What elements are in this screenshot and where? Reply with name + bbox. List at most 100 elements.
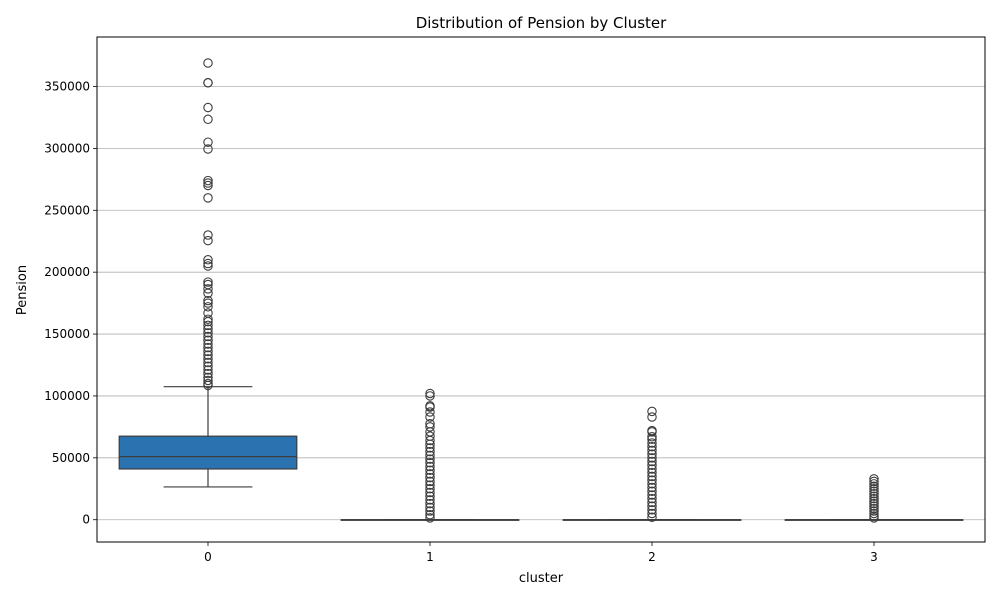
outlier-point xyxy=(425,461,435,472)
outlier-point xyxy=(647,482,657,493)
outlier-point xyxy=(425,402,435,412)
y-tick-label: 350000 xyxy=(44,80,90,94)
outlier-point xyxy=(203,180,213,191)
outlier-point xyxy=(425,435,435,446)
outlier-point xyxy=(647,432,657,442)
box-iqr xyxy=(118,435,298,470)
outlier-point xyxy=(425,495,435,505)
outlier-point xyxy=(203,261,213,271)
outlier-point xyxy=(203,316,213,327)
outlier-point xyxy=(869,488,879,499)
outlier-point xyxy=(203,324,213,334)
outlier-point xyxy=(203,354,213,364)
outlier-point xyxy=(203,58,213,68)
outlier-point xyxy=(647,479,657,489)
outlier-point xyxy=(869,479,879,489)
outlier-point xyxy=(425,454,435,464)
outlier-point xyxy=(647,490,657,500)
outlier-point xyxy=(203,288,213,298)
outlier-point xyxy=(203,375,213,386)
outlier-point xyxy=(425,484,435,494)
outlier-point xyxy=(425,513,435,523)
outlier-point xyxy=(869,503,879,514)
outlier-point xyxy=(425,465,435,475)
outlier-point xyxy=(647,497,657,508)
outlier-point xyxy=(647,475,657,485)
y-tick-label: 50000 xyxy=(52,451,90,465)
outlier-point xyxy=(203,298,213,308)
outlier-point xyxy=(425,510,435,520)
outlier-point xyxy=(203,284,213,294)
outlier-point xyxy=(425,443,435,453)
outlier-point xyxy=(425,422,435,432)
x-tick-label: 0 xyxy=(204,550,212,564)
outlier-point xyxy=(203,365,213,375)
outlier-point xyxy=(203,339,213,349)
outlier-point xyxy=(203,335,213,345)
outlier-point xyxy=(425,480,435,490)
outlier-point xyxy=(869,474,879,484)
outlier-point xyxy=(203,235,213,246)
outlier-point xyxy=(203,255,213,265)
outlier-point xyxy=(425,407,435,417)
outlier-point xyxy=(425,491,435,501)
outlier-point xyxy=(425,498,435,509)
outlier-point xyxy=(425,391,435,401)
x-axis-label: cluster xyxy=(519,571,564,586)
outlier-point xyxy=(647,427,657,437)
y-tick-label: 250000 xyxy=(44,203,90,217)
outlier-point xyxy=(869,506,879,516)
outlier-point xyxy=(647,456,657,467)
outlier-point xyxy=(203,302,213,312)
outlier-point xyxy=(203,144,213,154)
boxes-layer xyxy=(118,58,964,523)
outlier-point xyxy=(647,493,657,504)
outlier-point xyxy=(203,277,213,287)
outlier-point xyxy=(203,361,213,371)
outlier-point xyxy=(203,328,213,338)
outlier-point xyxy=(647,460,657,471)
box-cluster-1 xyxy=(340,388,520,523)
y-axis: 0 50000 100000 150000 200000 250000 300000 3500… xyxy=(44,80,97,527)
outlier-point xyxy=(647,445,657,456)
outlier-point xyxy=(869,498,879,509)
outlier-point xyxy=(869,491,879,501)
outlier-point xyxy=(425,458,435,468)
outlier-point xyxy=(203,368,213,379)
outlier-point xyxy=(647,438,657,448)
outlier-point xyxy=(203,314,213,324)
outlier-point xyxy=(203,178,213,188)
outlier-point xyxy=(869,486,879,497)
outlier-point xyxy=(203,78,213,88)
outlier-point xyxy=(425,476,435,487)
outlier-point xyxy=(203,342,213,353)
outlier-point xyxy=(203,193,213,203)
outlier-point xyxy=(647,406,657,417)
outlier-point xyxy=(203,331,213,342)
outlier-point xyxy=(203,380,213,391)
plot-frame xyxy=(96,36,986,543)
y-tick-label: 300000 xyxy=(44,141,90,155)
outlier-point xyxy=(647,453,657,463)
box-cluster-3 xyxy=(784,474,964,523)
outlier-point xyxy=(425,412,435,422)
outlier-point xyxy=(203,346,213,357)
outlier-point xyxy=(869,496,879,506)
outlier-point xyxy=(203,295,213,306)
y-axis-label: Pension xyxy=(15,265,30,315)
outlier-point xyxy=(425,446,435,457)
outlier-point xyxy=(425,502,435,513)
x-tick-label: 1 xyxy=(426,550,434,564)
y-tick-label: 200000 xyxy=(44,265,90,279)
x-tick-label: 2 xyxy=(648,550,656,564)
outlier-point xyxy=(425,439,435,449)
outlier-point xyxy=(203,320,213,331)
outlier-point xyxy=(647,412,657,422)
outlier-point xyxy=(869,476,879,487)
outlier-point xyxy=(203,114,213,125)
outlier-point xyxy=(647,508,657,519)
outlier-point xyxy=(647,467,657,478)
x-axis: 0 1 2 3 xyxy=(204,542,878,564)
outlier-point xyxy=(647,434,657,445)
outlier-point xyxy=(647,501,657,511)
